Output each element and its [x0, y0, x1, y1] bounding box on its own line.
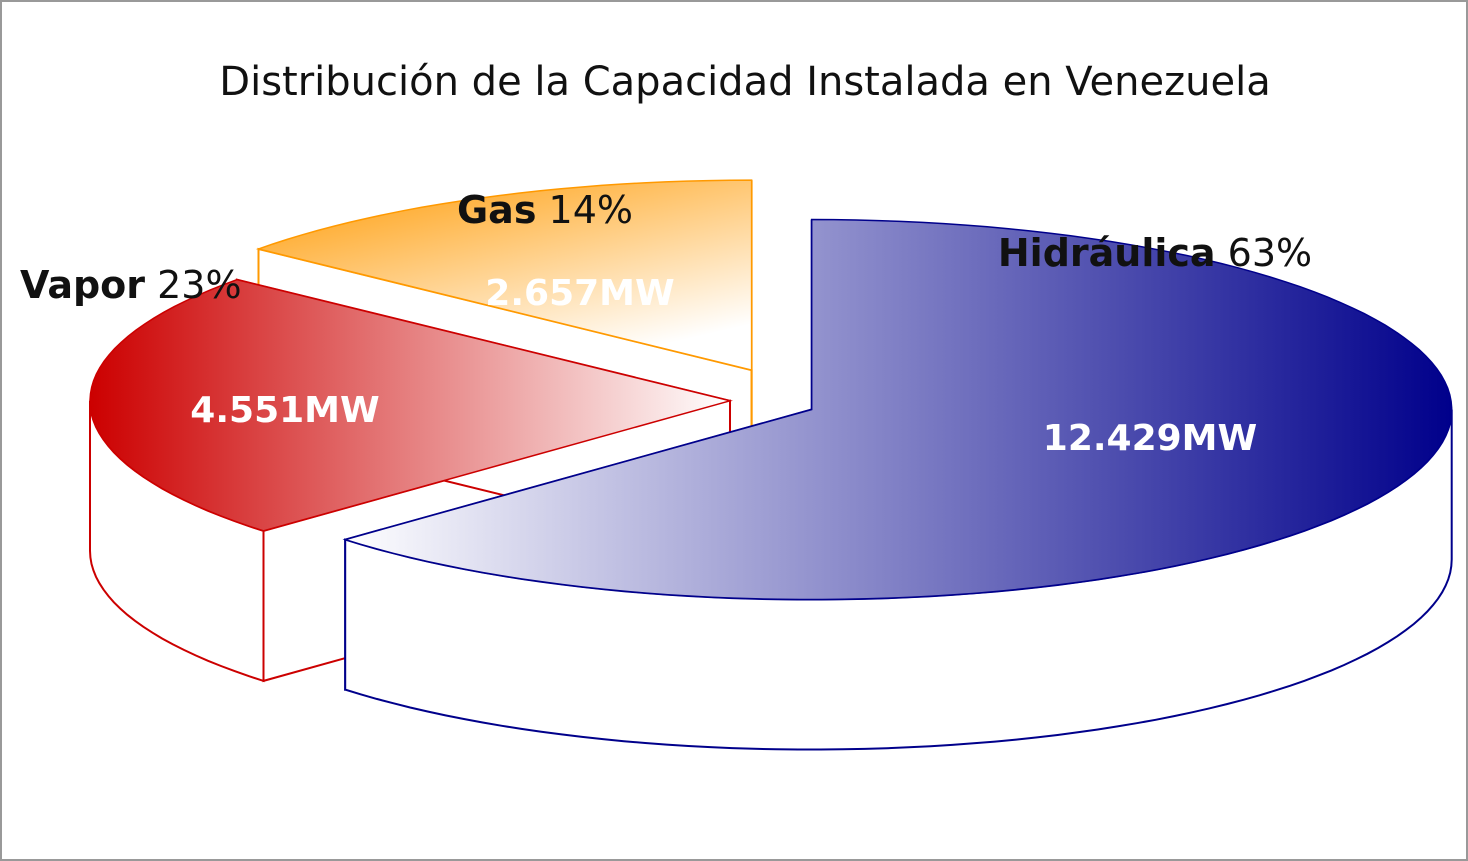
- category-name: Hidráulica: [998, 231, 1216, 275]
- percent-label: 63%: [1228, 231, 1312, 275]
- percent-label: 23%: [157, 263, 241, 307]
- capacity-label: 4.551MW: [190, 390, 379, 431]
- category-name: Gas: [457, 188, 536, 232]
- chart-title: Distribución de la Capacidad Instalada e…: [219, 59, 1270, 105]
- slice: [255, 179, 753, 372]
- percent-label: 14%: [549, 188, 633, 232]
- slice: [342, 218, 1453, 601]
- category-name: Vapor: [20, 263, 145, 307]
- slice: [89, 278, 733, 532]
- slice-label: Vapor 23%: [20, 263, 242, 307]
- capacity-label: 12.429MW: [1043, 418, 1257, 459]
- slice-label: Gas 14%: [457, 188, 633, 232]
- capacity-label: 2.657MW: [485, 273, 674, 314]
- slice-label: Hidráulica 63%: [998, 231, 1312, 275]
